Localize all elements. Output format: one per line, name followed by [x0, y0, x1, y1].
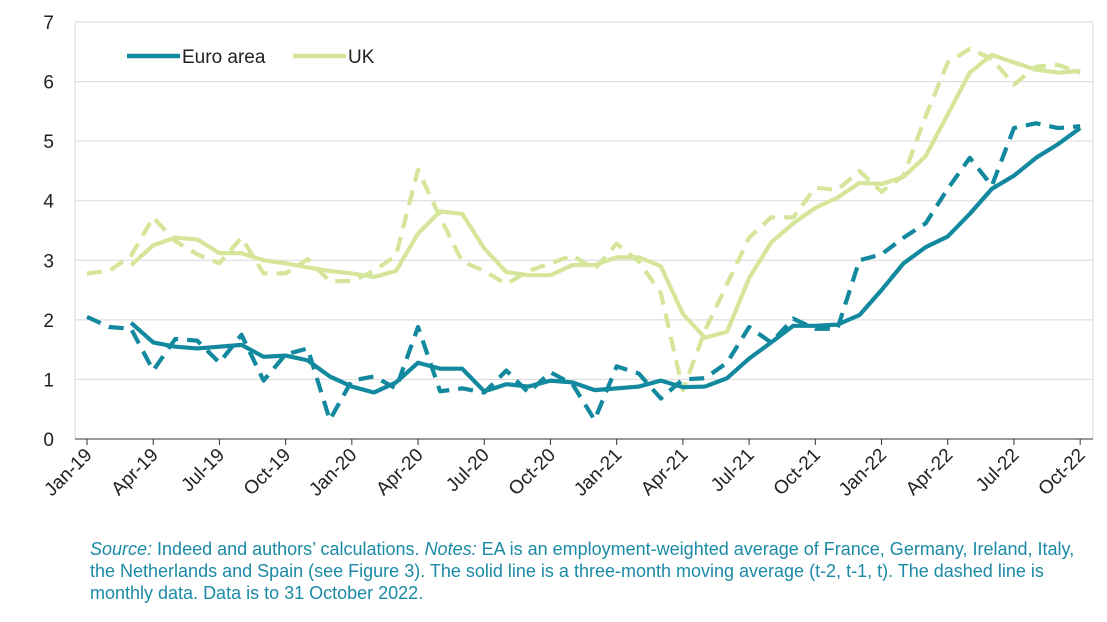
y-tick-label: 5 [43, 132, 54, 153]
x-tick-label: Jul-20 [442, 445, 493, 496]
y-tick-label: 6 [43, 73, 54, 94]
source-label: Source: [90, 539, 153, 559]
y-tick-label: 3 [43, 251, 54, 272]
legend-uk-label: UK [348, 47, 375, 68]
legend-euro-label: Euro area [182, 47, 266, 68]
x-tick-label: Jan-20 [305, 445, 361, 501]
y-tick-label: 0 [43, 430, 54, 451]
x-tick-label: Apr-22 [902, 445, 957, 500]
x-tick-label: Jul-19 [178, 445, 229, 496]
source-text: Indeed and authors’ calculations. [152, 539, 425, 559]
notes-label: Notes: [424, 539, 477, 559]
x-tick-label: Oct-21 [770, 445, 825, 500]
euro-area-dashed-line [86, 121, 1081, 423]
x-tick-label: Jan-21 [570, 445, 626, 501]
x-tick-label: Oct-20 [505, 445, 560, 500]
series-lines [86, 46, 1082, 423]
x-tick-label: Oct-19 [240, 445, 295, 500]
legend: Euro area UK [127, 47, 375, 68]
notes-text: EA is an employment-weighted average of … [90, 539, 1075, 603]
uk-dashed-line [86, 46, 1081, 393]
x-tick-label: Apr-21 [637, 445, 692, 500]
x-axis-ticks: Jan-19 Apr-19 Jul-19 Oct-19 Jan-20 Apr-20 Jul-… [41, 439, 1090, 501]
x-tick-label: Jan-22 [835, 445, 891, 501]
x-tick-label: Jul-22 [972, 445, 1023, 496]
y-tick-label: 2 [43, 311, 54, 332]
plot-area [74, 21, 1094, 440]
y-tick-label: 7 [43, 13, 54, 34]
x-tick-label: Apr-20 [372, 445, 427, 500]
x-tick-label: Jan-19 [41, 445, 97, 501]
x-tick-label: Apr-19 [108, 445, 163, 500]
x-tick-label: Oct-22 [1035, 445, 1090, 500]
chart-footnote: Source: Indeed and authors’ calculations… [90, 538, 1090, 604]
x-tick-label: Jul-21 [707, 445, 758, 496]
y-tick-label: 4 [43, 192, 54, 213]
y-tick-label: 1 [43, 370, 54, 391]
gridlines [75, 81, 1093, 440]
y-axis-ticks: 0 1 2 3 4 5 6 7 [43, 13, 54, 451]
uk-solid-line [129, 52, 1081, 340]
